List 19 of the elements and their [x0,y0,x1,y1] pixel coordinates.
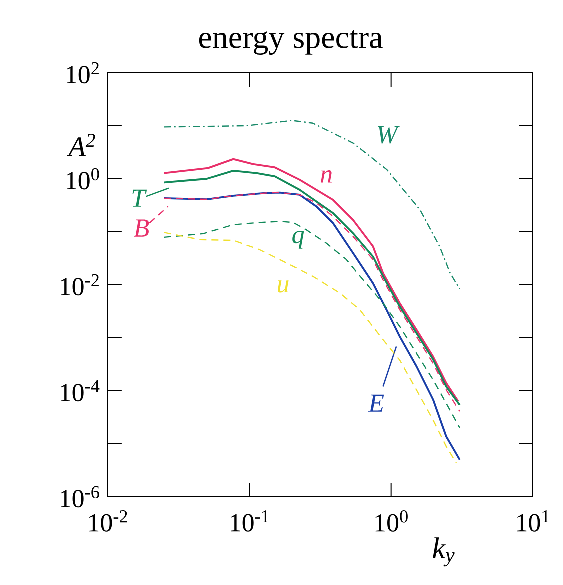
y-axis-title: A$^{2}$ [67,134,96,156]
legend-label: B [134,220,150,237]
x-axis-title: k$_{y}$ [433,538,455,567]
y-tick-label: 10$^{-2}$ [61,274,99,296]
legend-label: T [132,190,148,207]
y-tick-label: 10$^{0}$ [67,168,100,190]
x-tick-label: 10$^{-2}$ [89,510,128,532]
series-label: q [292,231,304,249]
series-label: W [378,126,400,144]
series-label: n [321,170,332,183]
series-label: u [278,280,289,293]
x-tick-label: 10$^{1}$ [517,510,550,532]
x-tick-label: 10$^{-1}$ [231,510,269,532]
chart-title: energy spectra [199,30,383,55]
y-tick-label: 10$^{2}$ [67,62,99,84]
y-tick-label: 10$^{-6}$ [61,486,100,508]
y-tick-label: 10$^{-4}$ [61,380,100,402]
x-tick-label: 10$^{0}$ [376,510,408,532]
legend-label: E [368,394,384,412]
